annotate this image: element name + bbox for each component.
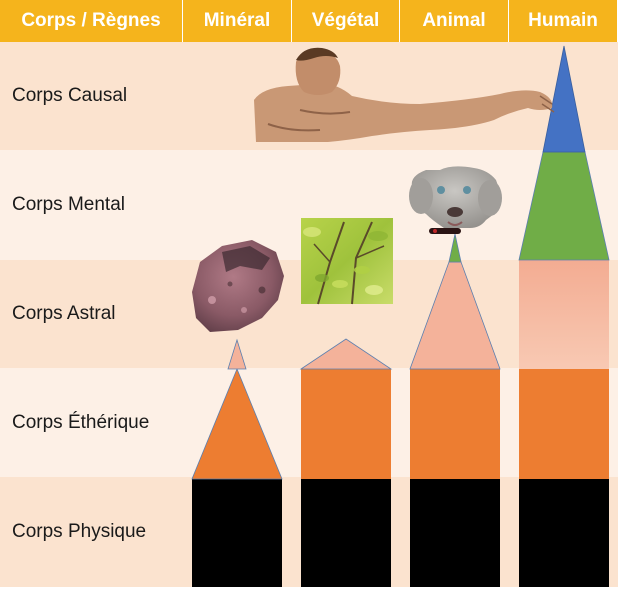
row-label-astral: Corps Astral [12, 303, 116, 324]
animal-astral-triangle [409, 261, 501, 370]
humain-physique-block [519, 479, 609, 587]
mineral-etherique-triangle [191, 367, 283, 480]
vegetal-physique-block [301, 479, 391, 587]
dog-head-image [409, 166, 502, 234]
humain-astral-block [519, 260, 609, 369]
humain-etherique-block [519, 369, 609, 479]
vegetal-astral-roof [299, 338, 393, 370]
header-col-vegetal: Végétal [292, 0, 400, 42]
adam-arm-image [254, 47, 555, 142]
row-label-causal: Corps Causal [12, 85, 128, 106]
leaves-image [301, 218, 393, 305]
rock-image [192, 240, 284, 332]
vegetal-etherique-block [301, 369, 391, 479]
header-col-mineral: Minéral [183, 0, 292, 42]
animal-etherique-block [410, 369, 500, 479]
mineral-astral-tip [227, 338, 247, 370]
row-label-mental: Corps Mental [12, 194, 125, 215]
animal-mental-tip [448, 233, 462, 263]
animal-physique-block [410, 479, 500, 587]
row-label-physique: Corps Physique [12, 521, 147, 542]
humain-mental-trapezoid [518, 151, 610, 261]
header-corner: Corps / Règnes [0, 0, 183, 42]
humain-causal-triangle [542, 45, 586, 153]
mineral-physique-block [192, 479, 282, 587]
header-col-humain: Humain [509, 0, 618, 42]
row-label-etherique: Corps Éthérique [12, 411, 150, 433]
header-col-animal: Animal [400, 0, 509, 42]
